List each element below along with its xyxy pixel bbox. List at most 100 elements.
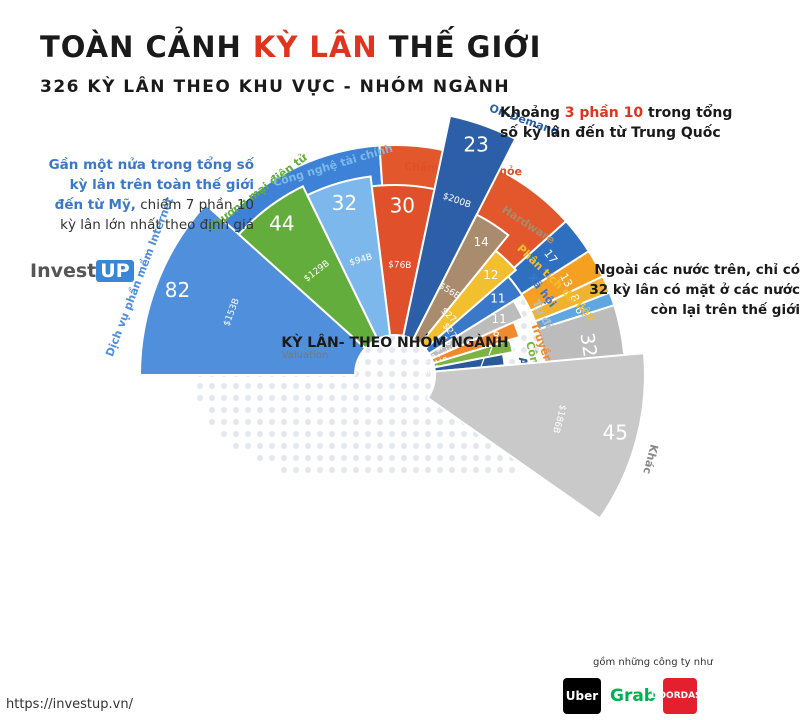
map-dot (233, 395, 239, 401)
map-dot (281, 383, 287, 389)
map-dot (497, 467, 503, 473)
valuation-axis-label: Valuation (282, 350, 329, 361)
source-url[interactable]: https://investup.vn/ (6, 697, 133, 712)
map-dot (305, 419, 311, 425)
map-dot (437, 443, 443, 449)
map-dot (329, 443, 335, 449)
note-us: Gần một nửa trong tổng số kỳ lân trên to… (48, 157, 254, 233)
industry-count-label-ecommerce: 44 (269, 211, 294, 235)
map-dot (245, 383, 251, 389)
industry-count-label-health: 30 (390, 194, 415, 218)
map-dot (329, 419, 335, 425)
map-dot (521, 347, 527, 353)
industry-count-label-social: 11 (490, 291, 505, 305)
map-dot (269, 383, 275, 389)
map-dot (269, 443, 275, 449)
companies-label: gồm những công ty như (593, 657, 713, 668)
map-dot (293, 407, 299, 413)
map-dot (425, 455, 431, 461)
map-dot (485, 467, 491, 473)
map-dot (305, 383, 311, 389)
region-value-label-korea: 6 (572, 305, 587, 316)
map-dot (425, 443, 431, 449)
map-dot (437, 419, 443, 425)
map-dot (305, 407, 311, 413)
map-dot (365, 467, 371, 473)
map-dot (341, 419, 347, 425)
map-dot (233, 431, 239, 437)
map-dot (269, 419, 275, 425)
map-dot (353, 431, 359, 437)
map-dot (317, 383, 323, 389)
map-dot (269, 407, 275, 413)
map-dot (425, 383, 431, 389)
map-dot (341, 383, 347, 389)
map-dot (329, 455, 335, 461)
map-dot (197, 383, 203, 389)
industry-valuation-label-health: $76B (388, 260, 412, 271)
map-dot (497, 455, 503, 461)
map-dot (425, 431, 431, 437)
map-dot (389, 431, 395, 437)
map-dot (353, 419, 359, 425)
map-dot (401, 443, 407, 449)
map-dot (305, 455, 311, 461)
map-dot (341, 407, 347, 413)
map-dot (245, 395, 251, 401)
industry-valuation-label-security: $15B (418, 359, 431, 384)
map-dot (293, 431, 299, 437)
map-dot (365, 455, 371, 461)
map-dot (473, 467, 479, 473)
map-dot (473, 443, 479, 449)
map-dot (365, 359, 371, 365)
map-dot (389, 419, 395, 425)
map-dot (461, 455, 467, 461)
industry-segment-other (426, 352, 646, 520)
map-dot (449, 467, 455, 473)
map-dot (389, 359, 395, 365)
map-dot (221, 395, 227, 401)
map-dot (245, 407, 251, 413)
map-dot (521, 323, 527, 329)
map-dot (449, 431, 455, 437)
map-dot (257, 443, 263, 449)
industry-count-label-other: 45 (602, 421, 627, 445)
map-dot (413, 431, 419, 437)
map-dot (293, 395, 299, 401)
map-dot (425, 419, 431, 425)
map-dot (281, 419, 287, 425)
map-dot (317, 455, 323, 461)
map-dot (257, 419, 263, 425)
map-dot (425, 467, 431, 473)
map-dot (281, 431, 287, 437)
map-dot (401, 347, 407, 353)
map-dot (221, 431, 227, 437)
map-dot (329, 431, 335, 437)
map-dot (437, 431, 443, 437)
map-dot (209, 419, 215, 425)
map-dot (257, 395, 263, 401)
map-dot (365, 419, 371, 425)
industry-segment-fintech (305, 175, 392, 341)
map-dot (449, 419, 455, 425)
industry-count-label-ondemand: 23 (463, 132, 488, 156)
map-dot (353, 467, 359, 473)
map-dot (269, 455, 275, 461)
map-dot (401, 419, 407, 425)
map-dot (413, 407, 419, 413)
map-dot (341, 395, 347, 401)
map-dot (341, 443, 347, 449)
map-dot (365, 383, 371, 389)
map-dot (437, 455, 443, 461)
map-dot (533, 347, 539, 353)
map-dot (461, 431, 467, 437)
map-dot (461, 443, 467, 449)
map-dot (365, 407, 371, 413)
page-subtitle: 326 KỲ LÂN THEO KHU VỰC - NHÓM NGÀNH (40, 77, 511, 97)
map-dot (377, 383, 383, 389)
map-dot (257, 431, 263, 437)
map-dot (413, 443, 419, 449)
map-dot (317, 443, 323, 449)
map-dot (389, 467, 395, 473)
map-dot (317, 419, 323, 425)
